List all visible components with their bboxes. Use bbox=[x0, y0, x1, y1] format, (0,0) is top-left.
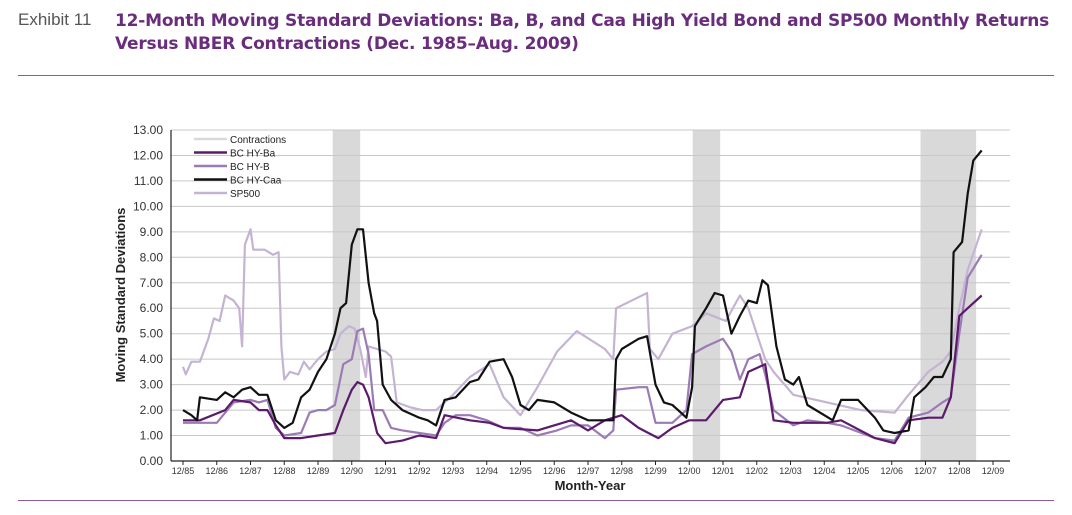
series-line-bc-hy-b bbox=[183, 254, 983, 442]
y-tick-label: 12.00 bbox=[133, 148, 163, 162]
legend-label: SP500 bbox=[230, 189, 260, 200]
x-tick-label: 12/85 bbox=[172, 466, 195, 476]
x-tick-label: 12/86 bbox=[205, 466, 228, 476]
bottom-divider bbox=[18, 500, 1054, 501]
x-tick-label: 12/06 bbox=[880, 466, 903, 476]
x-tick-label: 12/05 bbox=[847, 466, 870, 476]
x-tick-label: 12/88 bbox=[273, 466, 296, 476]
x-tick-label: 12/92 bbox=[408, 466, 431, 476]
x-tick-label: 12/02 bbox=[745, 466, 768, 476]
x-tick-label: 12/97 bbox=[577, 466, 600, 476]
y-tick-label: 9.00 bbox=[140, 225, 164, 239]
series-lines bbox=[181, 149, 983, 445]
legend-label: BC HY-B bbox=[230, 162, 270, 173]
x-tick-label: 12/90 bbox=[340, 466, 363, 476]
y-tick-label: 2.00 bbox=[140, 403, 164, 417]
y-tick-label: 4.00 bbox=[140, 352, 164, 366]
legend-label: BC HY-Caa bbox=[230, 176, 282, 187]
series-line-sp500 bbox=[181, 228, 983, 417]
x-axis-title: Month-Year bbox=[555, 478, 626, 493]
series-line-bc-hy-ba bbox=[183, 294, 983, 445]
y-tick-label: 8.00 bbox=[140, 250, 164, 264]
legend-label: BC HY-Ba bbox=[230, 149, 276, 160]
x-tick-label: 12/08 bbox=[948, 466, 971, 476]
series-line-bc-hy-caa bbox=[182, 149, 983, 435]
exhibit-label: Exhibit 11 bbox=[18, 10, 92, 29]
x-tick-label: 12/99 bbox=[644, 466, 667, 476]
top-divider bbox=[18, 75, 1054, 76]
chart-title: 12-Month Moving Standard Deviations: Ba,… bbox=[115, 11, 1050, 54]
x-tick-label: 12/96 bbox=[543, 466, 566, 476]
y-tick-label: 10.00 bbox=[133, 199, 163, 213]
y-tick-label: 7.00 bbox=[140, 276, 164, 290]
y-tick-label: 3.00 bbox=[140, 378, 164, 392]
y-tick-labels: 0.00 1.00 2.00 3.00 4.00 5.00 6.00 7.00 8.00 9.00… bbox=[133, 123, 163, 468]
x-tick-label: 12/04 bbox=[813, 466, 836, 476]
x-tick-label: 12/91 bbox=[374, 466, 397, 476]
x-tick-label: 12/09 bbox=[982, 466, 1005, 476]
x-tick-labels: 12/85 12/86 12/87 12/88 12/89 12/90 12/91 12/92… bbox=[172, 461, 1005, 476]
x-tick-label: 12/93 bbox=[442, 466, 465, 476]
x-tick-label: 12/87 bbox=[239, 466, 262, 476]
x-tick-label: 12/98 bbox=[610, 466, 633, 476]
x-tick-label: 12/00 bbox=[678, 466, 701, 476]
x-tick-label: 12/07 bbox=[914, 466, 937, 476]
y-axis-title: Moving Standard Deviations bbox=[113, 208, 128, 383]
legend-label: Contractions bbox=[230, 135, 286, 146]
contraction-band bbox=[692, 130, 721, 461]
y-tick-label: 1.00 bbox=[140, 429, 164, 443]
legend: Contractions BC HY-Ba BC HY-B BC HY-Caa SP50… bbox=[194, 135, 286, 200]
y-tick-label: 13.00 bbox=[133, 123, 163, 137]
y-tick-label: 0.00 bbox=[140, 454, 164, 468]
x-tick-label: 12/89 bbox=[307, 466, 330, 476]
x-tick-label: 12/01 bbox=[712, 466, 735, 476]
x-tick-label: 12/03 bbox=[779, 466, 802, 476]
y-tick-label: 5.00 bbox=[140, 327, 164, 341]
x-tick-label: 12/95 bbox=[509, 466, 532, 476]
x-tick-label: 12/94 bbox=[475, 466, 498, 476]
y-tick-label: 11.00 bbox=[134, 174, 163, 188]
y-tick-label: 6.00 bbox=[140, 301, 164, 315]
